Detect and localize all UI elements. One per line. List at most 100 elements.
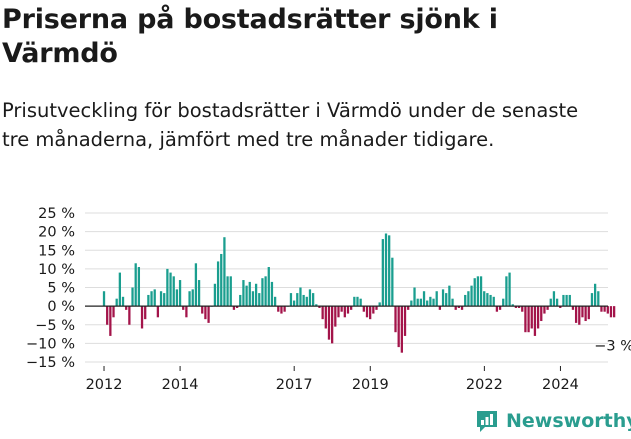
bar-negative	[207, 306, 210, 323]
bar-negative	[372, 306, 375, 314]
bar-positive	[422, 291, 426, 307]
bar-negative	[603, 306, 606, 312]
bar-positive	[416, 298, 419, 307]
bar-negative	[283, 306, 286, 312]
bar-positive	[489, 294, 492, 307]
bar-negative	[407, 306, 410, 310]
gridlines	[85, 212, 608, 363]
bar-negative	[609, 306, 613, 318]
bar-negative	[204, 306, 207, 320]
bar-positive	[479, 276, 483, 307]
bar-positive	[194, 263, 198, 307]
bar-positive	[258, 293, 261, 307]
bar-negative	[571, 306, 575, 310]
bar-negative	[536, 306, 540, 329]
x-tick-label: 2017	[276, 377, 313, 393]
bar-negative	[498, 306, 502, 310]
bar-positive	[597, 291, 600, 307]
newsworthy-logo-text: Newsworthy	[506, 410, 631, 432]
bar-negative	[454, 306, 457, 310]
x-tick-label: 2022	[466, 377, 503, 393]
bar-positive	[441, 289, 445, 307]
bar-positive	[305, 296, 308, 307]
bar-positive	[410, 300, 413, 307]
bar-positive	[245, 285, 248, 307]
bar-positive	[353, 296, 356, 307]
x-tick-label: 2014	[162, 377, 199, 393]
bar-positive	[508, 272, 511, 307]
bar-negative	[403, 306, 407, 336]
chart-title: Priserna på bostadsrätter sjönk i Värmdö	[2, 4, 498, 69]
bar-positive	[121, 296, 125, 307]
bar-positive	[178, 280, 182, 307]
bar-positive	[261, 278, 264, 307]
bar-negative	[612, 306, 616, 318]
bar-negative	[182, 306, 185, 310]
bar-negative	[530, 306, 533, 329]
bar-positive	[432, 298, 435, 307]
bar-positive	[562, 294, 565, 307]
y-tick-label: 20 %	[38, 225, 75, 241]
bar-positive	[429, 296, 432, 307]
bar-negative	[606, 306, 609, 314]
bar-positive	[226, 276, 229, 307]
bar-negative	[533, 306, 537, 336]
bar-positive	[511, 304, 514, 307]
y-tick-label: 15 %	[38, 243, 75, 259]
bar-positive	[555, 298, 559, 307]
bar-negative	[235, 306, 239, 308]
bar-positive	[163, 293, 166, 307]
bar-negative	[495, 306, 499, 312]
bar-positive	[413, 287, 416, 307]
bar-negative	[280, 306, 283, 314]
bar-positive	[593, 283, 597, 307]
bar-negative	[156, 306, 160, 318]
bar-positive	[549, 298, 552, 307]
bar-positive	[197, 280, 201, 307]
bar-negative	[574, 306, 578, 323]
chart-subtitle: Prisutveckling för bostadsrätter i Värmd…	[2, 99, 579, 151]
bar-negative	[521, 306, 524, 312]
x-axis: 2012 2014 2017 2019 2022 2024	[86, 366, 579, 393]
bar-positive	[248, 281, 251, 307]
bar-positive	[213, 283, 217, 307]
bar-positive	[216, 261, 220, 307]
bar-negative	[600, 306, 603, 312]
bar-negative	[584, 306, 587, 322]
bar-positive	[378, 302, 381, 307]
bar-positive	[435, 291, 438, 307]
bar-negative	[340, 306, 343, 312]
bar-positive	[311, 293, 315, 307]
bar-negative	[106, 306, 109, 325]
bar-positive	[223, 237, 226, 307]
bar-negative	[587, 306, 590, 320]
bar-positive	[315, 304, 318, 307]
bar-positive	[220, 253, 223, 307]
bar-negative	[201, 306, 204, 314]
bar-negative	[400, 306, 403, 353]
bar-positive	[302, 294, 305, 307]
bar-negative	[540, 306, 543, 322]
bar-chart: 25 % 20 % 15 % 10 % 5 % 0 % −5 % −10 % −15 % 201…	[26, 206, 631, 393]
bar-positive	[264, 276, 267, 307]
bar-negative	[438, 306, 442, 310]
bar-positive	[470, 285, 473, 307]
bar-positive	[153, 289, 156, 307]
bar-positive	[384, 233, 388, 307]
bar-positive	[118, 272, 122, 307]
bar-negative	[346, 306, 350, 314]
bar-positive	[568, 294, 571, 307]
bar-positive	[289, 293, 293, 307]
bar-positive	[134, 263, 137, 307]
bar-positive	[172, 276, 175, 307]
bar-positive	[381, 239, 384, 307]
bar-positive	[464, 294, 467, 307]
y-tick-label: 10 %	[38, 262, 75, 278]
bar-negative	[140, 306, 144, 329]
bar-positive	[552, 291, 556, 307]
bar-positive	[102, 291, 106, 307]
bar-negative	[327, 306, 331, 340]
bar-positive	[267, 267, 270, 307]
bar-negative	[277, 306, 280, 312]
bar-positive	[391, 257, 394, 307]
